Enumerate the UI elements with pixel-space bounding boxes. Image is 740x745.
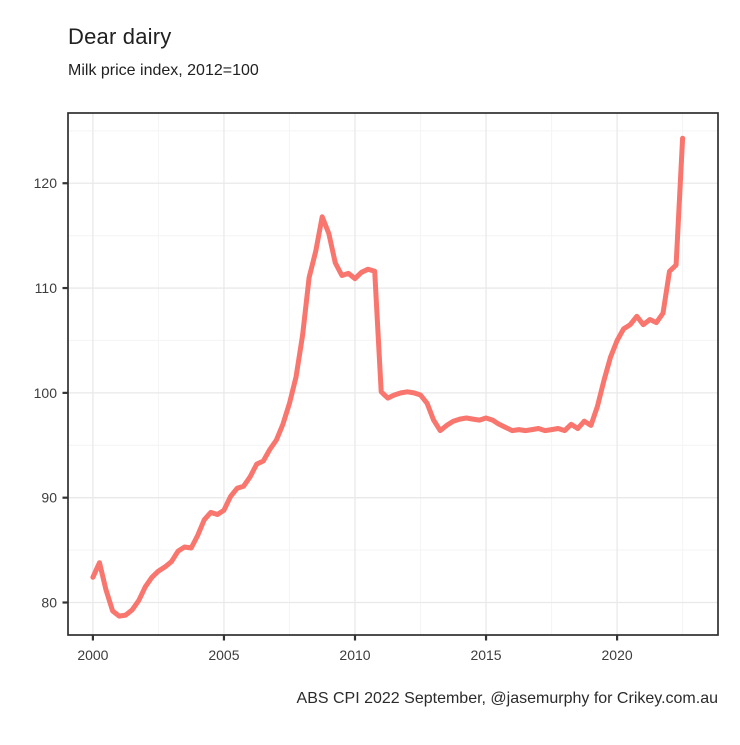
plot-border [67,112,719,636]
plot-panel [68,113,718,635]
y-axis-tick-label: 100 [34,385,58,401]
x-axis-tick-label: 2000 [77,647,108,663]
x-axis-tick-label: 2015 [470,647,501,663]
y-axis-tick-label: 80 [41,595,57,611]
x-axis-tick-label: 2005 [208,647,239,663]
y-axis-tick-label: 90 [41,490,57,506]
milk-price-line [90,135,686,619]
x-axis-tick-label: 2020 [602,647,633,663]
chart-subtitle: Milk price index, 2012=100 [68,62,259,79]
y-axis-tick-label: 120 [34,175,58,191]
chart-caption: ABS CPI 2022 September, @jasemurphy for … [296,690,718,707]
x-axis-tick-label: 2010 [339,647,370,663]
chart-title: Dear dairy [68,24,172,49]
y-axis-tick-label: 110 [35,280,58,296]
